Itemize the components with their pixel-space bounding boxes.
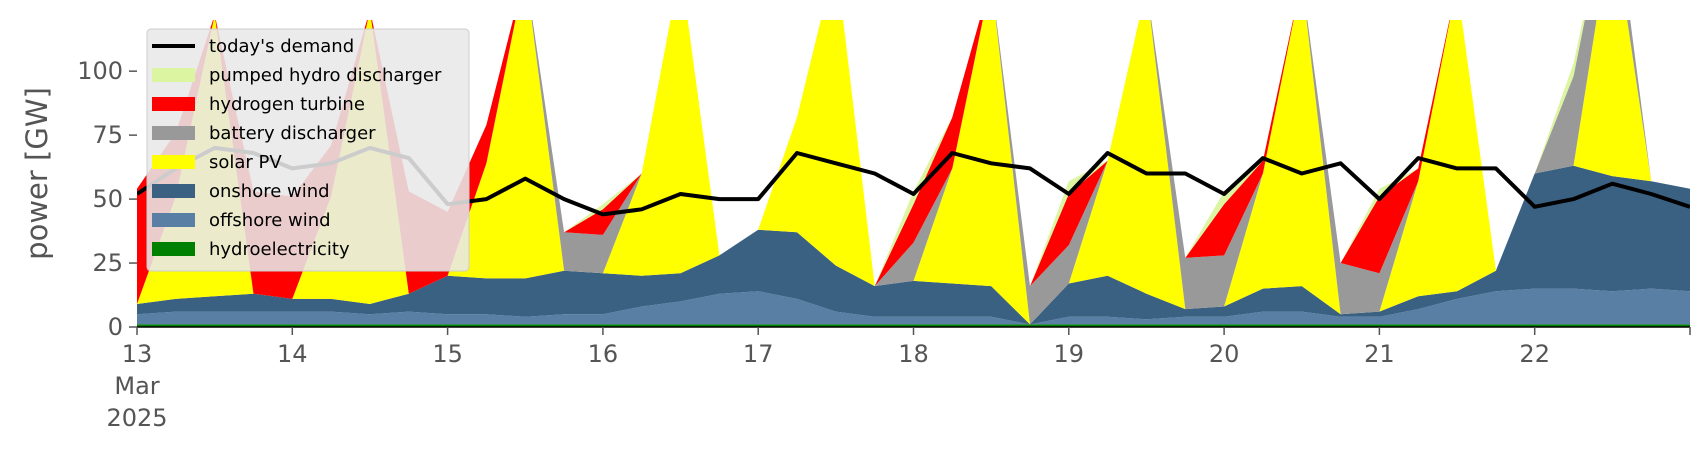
x-tick-label: 16 xyxy=(588,340,619,368)
area-hydrogen-turbine xyxy=(137,20,1690,304)
y-tick-label: 100 xyxy=(77,57,123,85)
legend-box xyxy=(146,28,470,272)
area-battery-discharger xyxy=(137,20,1690,325)
legend-swatch xyxy=(152,68,195,82)
legend-label: offshore wind xyxy=(209,210,331,231)
legend-label: pumped hydro discharger xyxy=(209,65,442,86)
y-axis-label: power [GW] xyxy=(20,87,54,260)
x-tick-label: 13 xyxy=(122,340,153,368)
x-tick-label: 18 xyxy=(898,340,929,368)
legend-label: battery discharger xyxy=(209,123,376,144)
legend-label: onshore wind xyxy=(209,181,330,202)
area-solar-pv xyxy=(137,20,1690,325)
legend-swatch xyxy=(152,213,195,227)
x-tick-label: 22 xyxy=(1519,340,1550,368)
legend-swatch xyxy=(152,155,195,169)
x-tick-label: 19 xyxy=(1054,340,1085,368)
legend-swatch xyxy=(152,184,195,198)
x-tick-label: Mar xyxy=(114,372,159,400)
legend-label: solar PV xyxy=(209,152,282,173)
x-tick-label: 17 xyxy=(743,340,774,368)
axes: 0 25 50 75 100 13 Mar 2025 14 15 16 17 18 19 20 21 22 pow… xyxy=(20,57,1691,432)
legend-swatch xyxy=(152,97,195,111)
y-tick-label: 0 xyxy=(108,313,123,341)
x-tick-label: 21 xyxy=(1364,340,1395,368)
legend-label: hydroelectricity xyxy=(209,239,350,260)
legend: today's demand pumped hydro discharger hyd… xyxy=(146,28,470,272)
x-tick-label: 15 xyxy=(432,340,463,368)
legend-swatch xyxy=(152,126,195,140)
y-tick-label: 75 xyxy=(92,121,123,149)
area-onshore-wind xyxy=(137,165,1690,325)
x-tick-label: 2025 xyxy=(106,404,167,432)
legend-label: hydrogen turbine xyxy=(209,94,365,115)
x-tick-label: 20 xyxy=(1209,340,1240,368)
x-tick-label: 14 xyxy=(277,340,308,368)
area-offshore-wind xyxy=(137,288,1690,325)
legend-label: today's demand xyxy=(209,36,354,57)
y-tick-label: 50 xyxy=(92,185,123,213)
y-tick-label: 25 xyxy=(92,249,123,277)
legend-swatch xyxy=(152,242,195,256)
